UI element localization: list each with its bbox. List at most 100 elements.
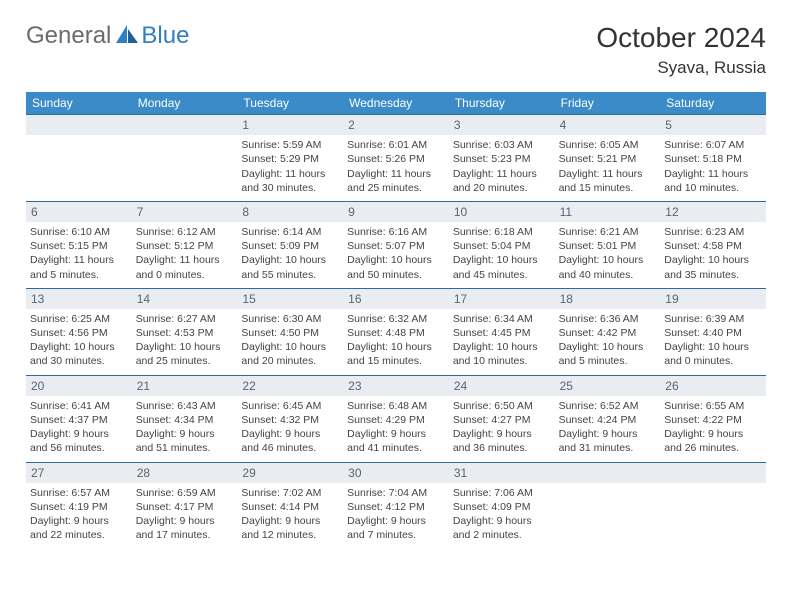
- day-cell: 31Sunrise: 7:06 AMSunset: 4:09 PMDayligh…: [449, 462, 555, 549]
- day-cell: 22Sunrise: 6:45 AMSunset: 4:32 PMDayligh…: [237, 375, 343, 462]
- sunset-text: Sunset: 4:37 PM: [30, 413, 128, 427]
- sunset-text: Sunset: 4:42 PM: [559, 326, 657, 340]
- sunrise-text: Sunrise: 6:50 AM: [453, 399, 551, 413]
- sunset-text: Sunset: 4:29 PM: [347, 413, 445, 427]
- daylight-text: Daylight: 9 hours and 36 minutes.: [453, 427, 551, 455]
- sail-icon: [116, 25, 138, 43]
- sunset-text: Sunset: 4:22 PM: [664, 413, 762, 427]
- page: General Blue October 2024 Syava, Russia …: [0, 0, 792, 570]
- day-cell: 1 Sunrise: 5:59 AMSunset: 5:29 PMDaylight…: [237, 114, 343, 201]
- sunset-text: Sunset: 4:53 PM: [136, 326, 234, 340]
- sunrise-text: Sunrise: 6:18 AM: [453, 225, 551, 239]
- daylight-text: Daylight: 9 hours and 31 minutes.: [559, 427, 657, 455]
- sunrise-text: Sunrise: 5:59 AM: [241, 138, 339, 152]
- day-cell: 19 Sunrise: 6:39 AMSunset: 4:40 PMDayligh…: [660, 288, 766, 375]
- day-number: 19: [660, 288, 766, 309]
- sunset-text: Sunset: 5:04 PM: [453, 239, 551, 253]
- day-number: 6: [26, 201, 132, 222]
- brand-logo: General Blue: [26, 22, 189, 50]
- weeks-container: 1Sunrise: 5:59 AMSunset: 5:29 PMDaylight…: [26, 114, 766, 548]
- sunset-text: Sunset: 5:26 PM: [347, 152, 445, 166]
- daylight-text: Daylight: 9 hours and 46 minutes.: [241, 427, 339, 455]
- day-number: 4: [555, 114, 661, 135]
- day-number: 29: [237, 462, 343, 483]
- day-number: 24: [449, 375, 555, 396]
- sunrise-text: Sunrise: 6:16 AM: [347, 225, 445, 239]
- day-cell: 6Sunrise: 6:10 AMSunset: 5:15 PMDaylight…: [26, 201, 132, 288]
- day-cell: 18Sunrise: 6:36 AMSunset: 4:42 PMDayligh…: [555, 288, 661, 375]
- daylight-text: Daylight: 10 hours and 40 minutes.: [559, 253, 657, 281]
- sunrise-text: Sunrise: 6:01 AM: [347, 138, 445, 152]
- sunset-text: Sunset: 5:18 PM: [664, 152, 762, 166]
- day-number: 9: [343, 201, 449, 222]
- day-cell: 16Sunrise: 6:32 AMSunset: 4:48 PMDayligh…: [343, 288, 449, 375]
- sunrise-text: Sunrise: 6:39 AM: [664, 312, 762, 326]
- daylight-text: Daylight: 11 hours and 15 minutes.: [559, 167, 657, 195]
- daylight-text: Daylight: 10 hours and 25 minutes.: [136, 340, 234, 368]
- sunset-text: Sunset: 4:32 PM: [241, 413, 339, 427]
- daylight-text: Daylight: 11 hours and 30 minutes.: [241, 167, 339, 195]
- sunrise-text: Sunrise: 6:45 AM: [241, 399, 339, 413]
- sunrise-text: Sunrise: 6:27 AM: [136, 312, 234, 326]
- day-cell: 28Sunrise: 6:59 AMSunset: 4:17 PMDayligh…: [132, 462, 238, 549]
- day-number: 13: [26, 288, 132, 309]
- sunrise-text: Sunrise: 6:05 AM: [559, 138, 657, 152]
- day-cell: [132, 114, 238, 201]
- sunrise-text: Sunrise: 6:12 AM: [136, 225, 234, 239]
- sunrise-text: Sunrise: 6:52 AM: [559, 399, 657, 413]
- sunset-text: Sunset: 5:07 PM: [347, 239, 445, 253]
- brand-part2: Blue: [141, 22, 189, 50]
- day-cell: 30Sunrise: 7:04 AMSunset: 4:12 PMDayligh…: [343, 462, 449, 549]
- daylight-text: Daylight: 9 hours and 51 minutes.: [136, 427, 234, 455]
- day-cell: 12Sunrise: 6:23 AMSunset: 4:58 PMDayligh…: [660, 201, 766, 288]
- day-number: 7: [132, 201, 238, 222]
- day-header: Thursday: [449, 92, 555, 114]
- day-header: Sunday: [26, 92, 132, 114]
- day-number: 2: [343, 114, 449, 135]
- daylight-text: Daylight: 11 hours and 25 minutes.: [347, 167, 445, 195]
- day-cell: 29Sunrise: 7:02 AMSunset: 4:14 PMDayligh…: [237, 462, 343, 549]
- week-row: 1Sunrise: 5:59 AMSunset: 5:29 PMDaylight…: [26, 114, 766, 201]
- day-cell: 14 Sunrise: 6:27 AMSunset: 4:53 PMDayligh…: [132, 288, 238, 375]
- sunset-text: Sunset: 4:24 PM: [559, 413, 657, 427]
- sunrise-text: Sunrise: 6:30 AM: [241, 312, 339, 326]
- day-number: 31: [449, 462, 555, 483]
- sunrise-text: Sunrise: 6:48 AM: [347, 399, 445, 413]
- sunrise-text: Sunrise: 6:32 AM: [347, 312, 445, 326]
- day-header: Wednesday: [343, 92, 449, 114]
- day-number: 14: [132, 288, 238, 309]
- sunset-text: Sunset: 4:48 PM: [347, 326, 445, 340]
- day-number: 10: [449, 201, 555, 222]
- day-cell: 3Sunrise: 6:03 AMSunset: 5:23 PMDaylight…: [449, 114, 555, 201]
- day-number: [660, 462, 766, 483]
- sunset-text: Sunset: 5:12 PM: [136, 239, 234, 253]
- sunrise-text: Sunrise: 6:55 AM: [664, 399, 762, 413]
- daylight-text: Daylight: 9 hours and 2 minutes.: [453, 514, 551, 542]
- day-cell: 17Sunrise: 6:34 AMSunset: 4:45 PMDayligh…: [449, 288, 555, 375]
- day-number: 23: [343, 375, 449, 396]
- day-cell: 2 Sunrise: 6:01 AMSunset: 5:26 PMDaylight…: [343, 114, 449, 201]
- sunset-text: Sunset: 4:40 PM: [664, 326, 762, 340]
- sunset-text: Sunset: 5:23 PM: [453, 152, 551, 166]
- day-cell: 4Sunrise: 6:05 AMSunset: 5:21 PMDaylight…: [555, 114, 661, 201]
- sunset-text: Sunset: 4:58 PM: [664, 239, 762, 253]
- day-cell: [660, 462, 766, 549]
- day-number: 12: [660, 201, 766, 222]
- sunrise-text: Sunrise: 6:14 AM: [241, 225, 339, 239]
- sunset-text: Sunset: 5:29 PM: [241, 152, 339, 166]
- day-number: 8: [237, 201, 343, 222]
- daylight-text: Daylight: 10 hours and 35 minutes.: [664, 253, 762, 281]
- sunset-text: Sunset: 4:50 PM: [241, 326, 339, 340]
- daylight-text: Daylight: 10 hours and 5 minutes.: [559, 340, 657, 368]
- day-cell: 24Sunrise: 6:50 AMSunset: 4:27 PMDayligh…: [449, 375, 555, 462]
- day-cell: 25Sunrise: 6:52 AMSunset: 4:24 PMDayligh…: [555, 375, 661, 462]
- sunrise-text: Sunrise: 6:21 AM: [559, 225, 657, 239]
- sunrise-text: Sunrise: 6:07 AM: [664, 138, 762, 152]
- day-cell: 27Sunrise: 6:57 AMSunset: 4:19 PMDayligh…: [26, 462, 132, 549]
- day-number: 16: [343, 288, 449, 309]
- day-number: 1: [237, 114, 343, 135]
- daylight-text: Daylight: 10 hours and 55 minutes.: [241, 253, 339, 281]
- day-cell: 13Sunrise: 6:25 AMSunset: 4:56 PMDayligh…: [26, 288, 132, 375]
- daylight-text: Daylight: 10 hours and 0 minutes.: [664, 340, 762, 368]
- daylight-text: Daylight: 9 hours and 12 minutes.: [241, 514, 339, 542]
